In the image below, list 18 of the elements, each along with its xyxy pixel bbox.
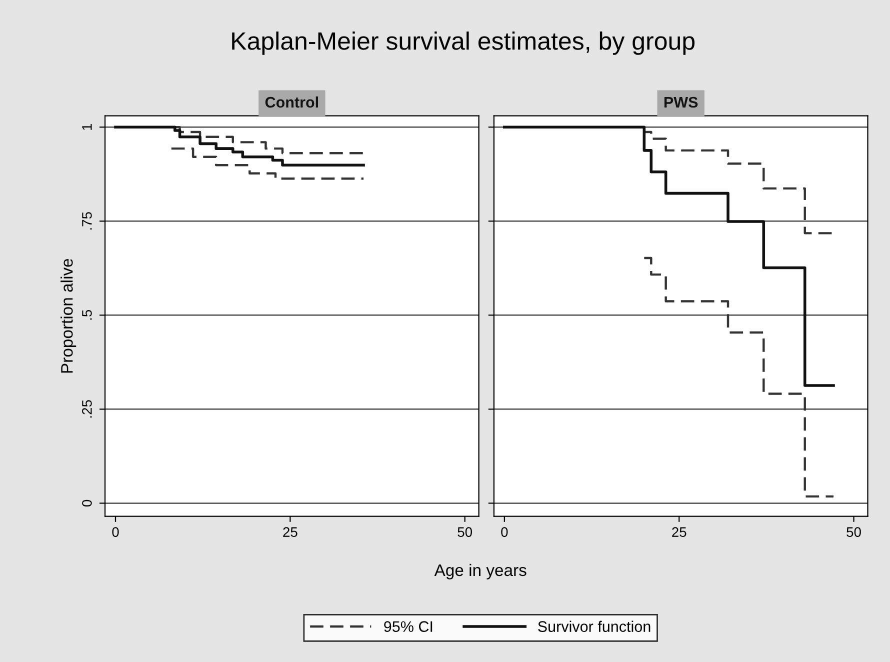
x-tick-label: 50 <box>846 527 861 537</box>
y-tick-label: .5 <box>82 310 92 320</box>
x-tick-label: 0 <box>112 527 119 537</box>
chart-subtitle: Control <box>265 96 318 108</box>
x-tick-label: 25 <box>283 527 298 537</box>
x-tick-label: 0 <box>501 527 508 537</box>
legend-label: Survivor function <box>538 620 650 632</box>
x-axis-title: Age in years <box>434 564 526 580</box>
legend-label: 95% CI <box>384 621 432 632</box>
y-axis-title: Proportion alive <box>60 258 76 373</box>
x-tick-label: 25 <box>672 527 686 537</box>
y-tick-label: .25 <box>82 400 92 418</box>
y-tick-label: .75 <box>82 212 92 230</box>
y-tick-label: 1 <box>82 124 92 130</box>
x-tick-label: 50 <box>458 527 472 537</box>
y-tick-label: 0 <box>82 500 92 507</box>
chart-subtitle: PWS <box>664 96 698 108</box>
chart-title: Kaplan-Meier survival estimates, by group <box>232 32 695 55</box>
